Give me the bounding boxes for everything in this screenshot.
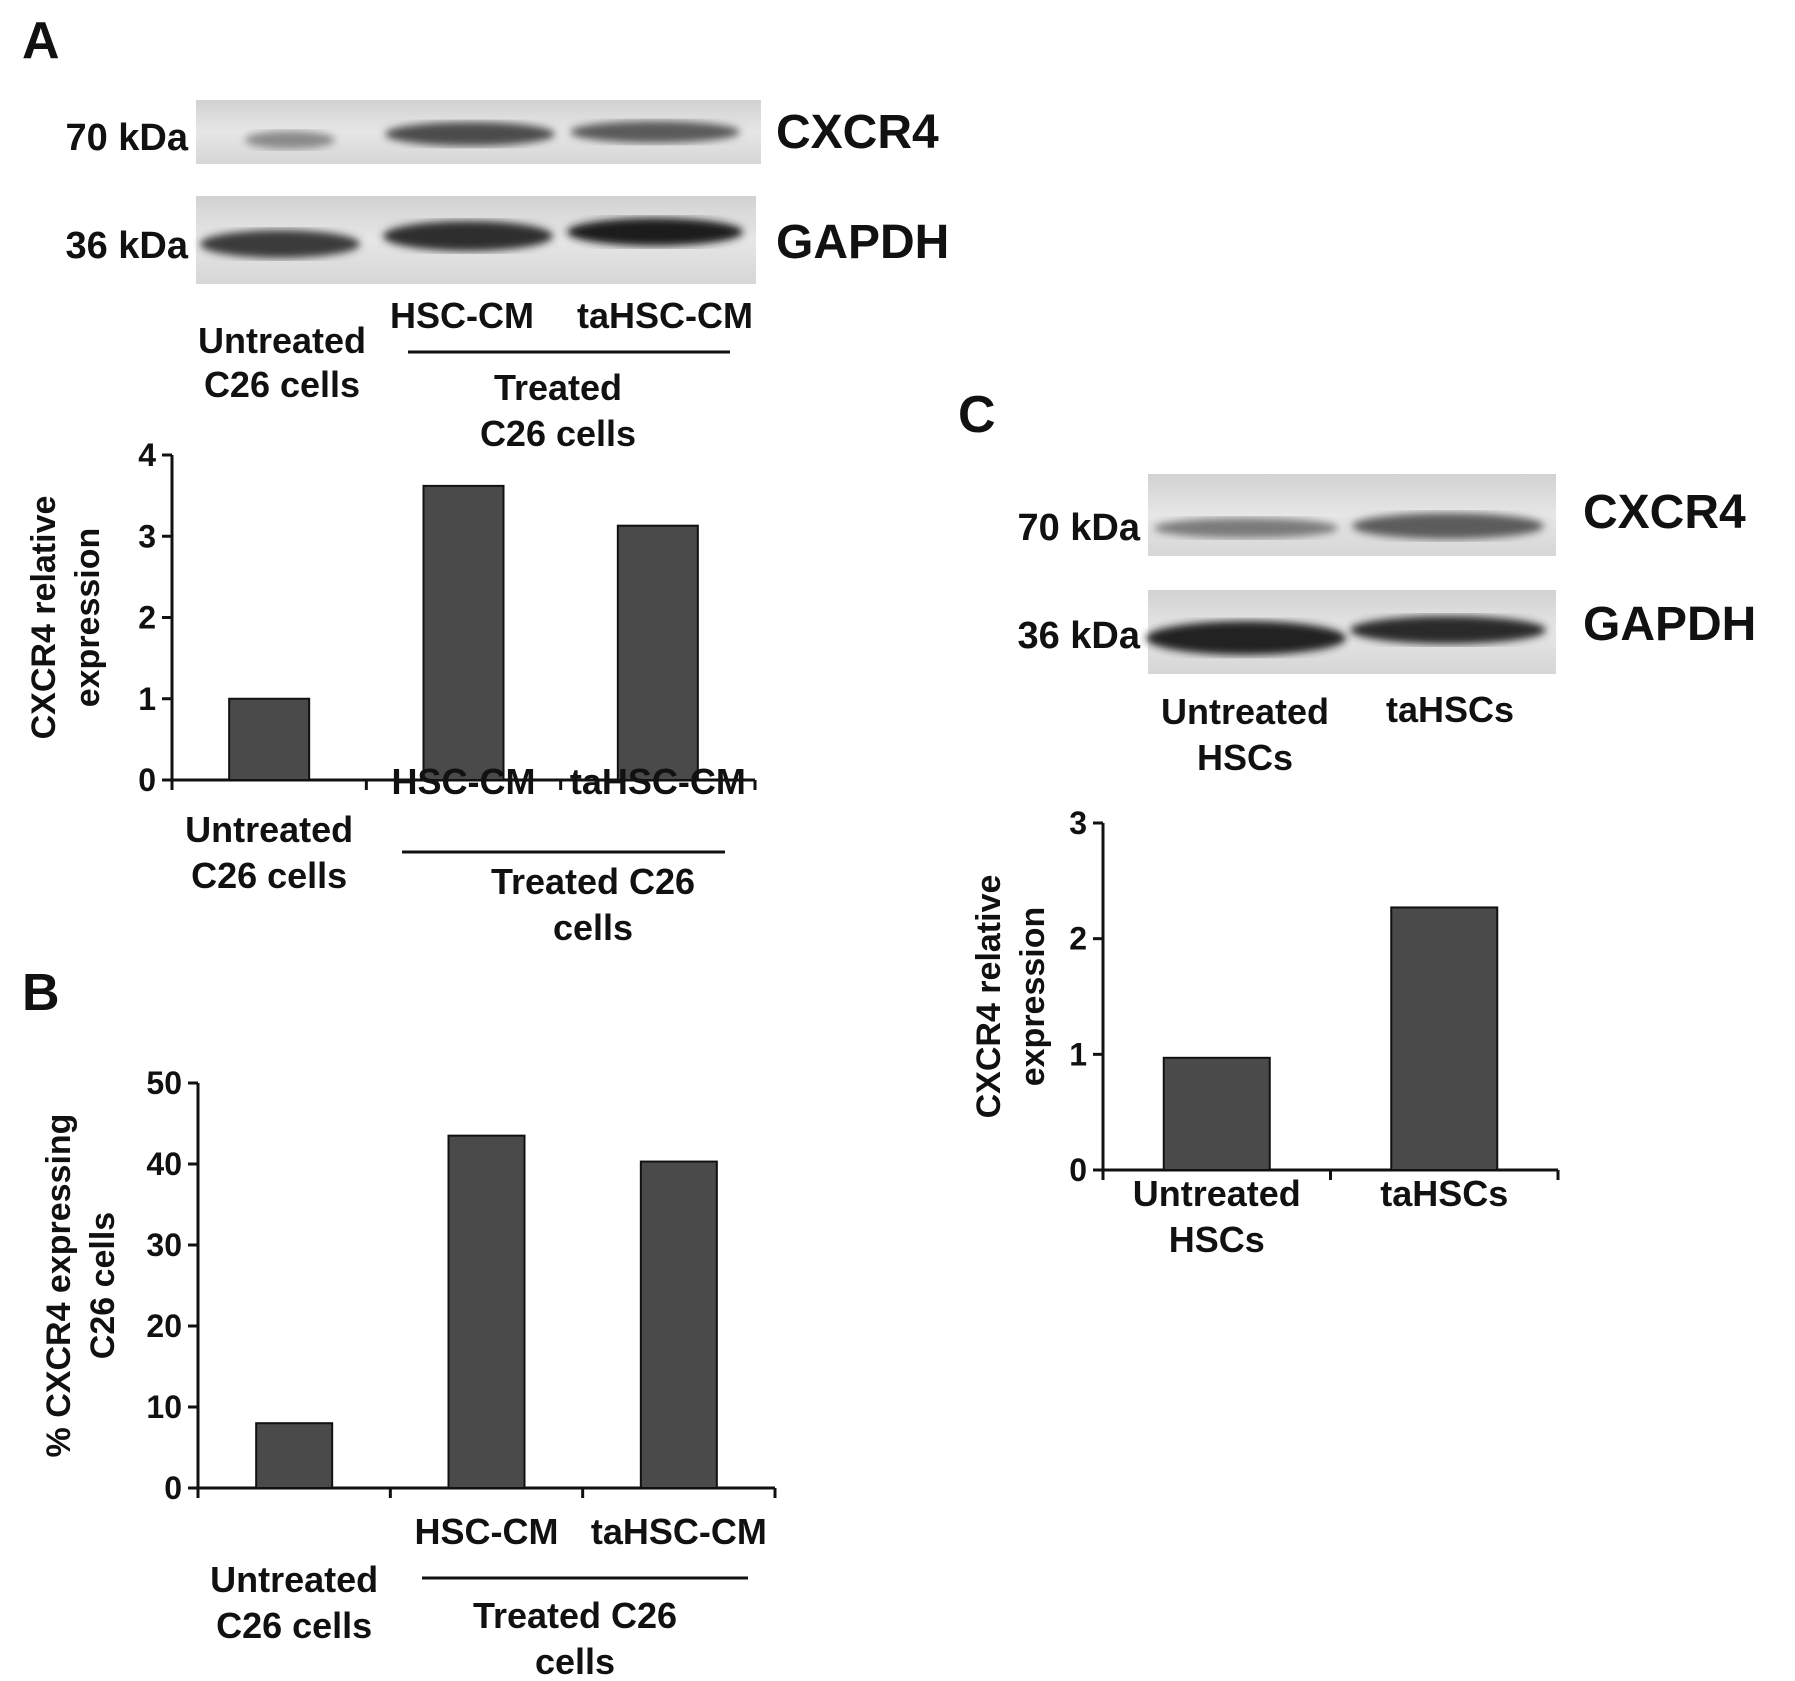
panel-a-bar [422, 484, 505, 781]
panel-a-gapdh-band-3 [567, 218, 743, 246]
panel-b-y-tick-label: 30 [146, 1227, 182, 1263]
panel-a-blot: 70 kDa CXCR4 36 kDa GAPDH [65, 100, 949, 284]
panel-a-y-axis-label: CXCR4 relative expression [25, 496, 107, 740]
panel-a-y-tick-label: 4 [138, 437, 156, 473]
panel-a-gapdh-name: GAPDH [776, 216, 949, 269]
panel-b-y-axis-label: % CXCR4 expressing C26 cells [40, 1114, 122, 1458]
panel-a: A 70 kDa CXCR4 36 kDa GAPDH Untreated C26… [22, 12, 949, 948]
panel-b-bar [255, 1422, 334, 1489]
panel-c-y-tick-label: 3 [1069, 805, 1087, 841]
panel-c-bar [1162, 1056, 1271, 1172]
panel-a-bar [228, 697, 311, 781]
panel-a-blot-lane-untreated: Untreated C26 cells [198, 320, 366, 405]
panel-a-category-label: Untreated C26 cells [185, 809, 353, 896]
panel-c-cxcr4-name: CXCR4 [1583, 486, 1746, 539]
panel-a-gapdh-band-1 [200, 230, 360, 258]
panel-c-chart: 0 1 2 3 Untreated HSCs taHSCs CXCR4 relative exp… [970, 805, 1560, 1260]
panel-a-gapdh-band-2 [383, 221, 553, 251]
panel-c-blot-lane-tahscs: taHSCs [1386, 689, 1514, 730]
panel-b-y-tick-label: 0 [164, 1470, 182, 1506]
panel-c-category-label: Untreated HSCs [1133, 1173, 1301, 1260]
panel-c-y-tick-label: 2 [1069, 921, 1087, 957]
panel-a-category-label: taHSC-CM [570, 761, 746, 802]
panel-b-category-label: HSC-CM [415, 1511, 559, 1552]
panel-b-chart: 0 10 20 30 40 50 Untreated C26 cells HSC-CM taHSC… [40, 1065, 777, 1681]
panel-a-bar [616, 524, 699, 781]
panel-c-cxcr4-band-1 [1154, 518, 1338, 538]
panel-b-group-label: Treated C26 cells [473, 1595, 677, 1681]
panel-a-y-tick-label: 2 [138, 600, 156, 636]
panel-b-bar [447, 1134, 526, 1490]
panel-a-blot-group-label: Treated C26 cells [480, 367, 636, 454]
panel-c-cxcr4-mw: 70 kDa [1017, 507, 1140, 549]
panel-b-bar [639, 1160, 718, 1489]
panel-c-cxcr4-band-2 [1352, 513, 1544, 539]
panel-c-gapdh-band-2 [1350, 616, 1546, 644]
panel-c-y-axis-label: CXCR4 relative expression [970, 875, 1052, 1119]
panel-c-category-label: taHSCs [1380, 1173, 1508, 1214]
panel-c-y-tick-label: 1 [1069, 1036, 1087, 1072]
panel-c: C 70 kDa CXCR4 36 kDa GAPDH Untreated HSC… [958, 386, 1756, 1260]
panel-c-gapdh-mw: 36 kDa [1017, 615, 1140, 657]
panel-a-cxcr4-name: CXCR4 [776, 106, 939, 159]
panel-c-blot: 70 kDa CXCR4 36 kDa GAPDH [1017, 474, 1756, 674]
panel-a-cxcr4-band-3 [570, 121, 740, 143]
panel-a-group-label: Treated C26 cells [491, 861, 695, 948]
panel-b-category-label: taHSC-CM [591, 1511, 767, 1552]
panel-b-y-tick-label: 40 [146, 1146, 182, 1182]
panel-a-gapdh-mw: 36 kDa [65, 225, 188, 267]
panel-c-gapdh-name: GAPDH [1583, 598, 1756, 651]
panel-a-cxcr4-mw: 70 kDa [65, 117, 188, 159]
panel-b-y-tick-label: 10 [146, 1389, 182, 1425]
panel-c-bar [1390, 906, 1499, 1171]
panel-b-label: B [22, 964, 60, 1022]
panel-b: B 0 10 20 30 40 50 Untreated C26 cells HSC-CM taH… [22, 964, 777, 1681]
panel-a-blot-lane-tahsc-cm: taHSC-CM [577, 295, 753, 336]
panel-c-label: C [958, 386, 996, 444]
panel-a-blot-lane-hsc-cm: HSC-CM [390, 295, 534, 336]
panel-c-y-tick-label: 0 [1069, 1152, 1087, 1188]
panel-b-y-tick-label: 50 [146, 1065, 182, 1101]
panel-c-blot-lane-untreated: Untreated HSCs [1161, 691, 1329, 778]
panel-c-gapdh-band-1 [1146, 621, 1346, 655]
panel-a-y-tick-label: 0 [138, 762, 156, 798]
panel-a-label: A [22, 12, 60, 70]
panel-a-cxcr4-band-2 [385, 122, 555, 146]
panel-a-y-tick-label: 1 [138, 681, 156, 717]
panel-b-category-label: Untreated C26 cells [210, 1559, 378, 1646]
panel-a-cxcr4-band-1 [245, 131, 335, 149]
panel-b-y-tick-label: 20 [146, 1308, 182, 1344]
panel-a-chart: 0 1 2 3 4 Untreated C26 cells HSC-CM taHSC-CM Tre… [25, 437, 757, 948]
panel-a-y-tick-label: 3 [138, 518, 156, 554]
panel-a-category-label: HSC-CM [392, 761, 536, 802]
